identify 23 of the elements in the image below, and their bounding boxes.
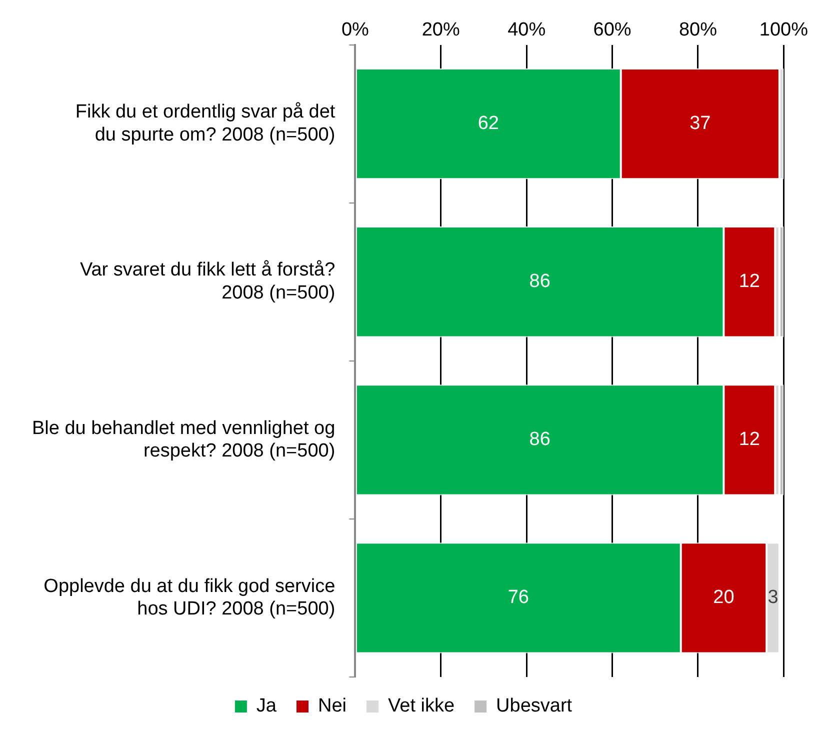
x-tick-label: 20%: [422, 20, 460, 41]
legend-label: Nei: [318, 696, 347, 717]
data-label: 76: [508, 587, 529, 608]
x-tick-label: 40%: [508, 20, 546, 41]
x-tick-label: 100%: [759, 20, 808, 41]
data-label: 12: [738, 429, 760, 450]
y-tick-label: Var svaret du fikk lett å forstå? 2008 (n=500): [80, 260, 336, 304]
data-label: 3: [768, 587, 778, 608]
y-tick-label: Ble du behandlet med vennlighet og respekt? 2008 (n=500): [32, 418, 336, 462]
legend-label: Ubesvart: [496, 696, 573, 717]
data-label: 12: [738, 271, 760, 292]
legend-label: Ja: [256, 696, 277, 717]
data-label: 62: [478, 113, 499, 134]
y-tick-label: Fikk du et ordentlig svar på det du spurte om? 2008 (n=500): [75, 102, 336, 146]
legend-label: Vet ikke: [388, 696, 455, 717]
data-label: 37: [690, 113, 711, 134]
data-label: 86: [529, 429, 550, 450]
data-label: 20: [713, 587, 734, 608]
x-tick-label: 0%: [341, 20, 370, 41]
data-label: 86: [529, 271, 550, 292]
x-tick-label: 60%: [593, 20, 632, 41]
y-tick-label: Opplevde du at du fikk god service hos UDI? 2008 (n=500): [44, 576, 336, 620]
x-tick-label: 80%: [678, 20, 718, 41]
